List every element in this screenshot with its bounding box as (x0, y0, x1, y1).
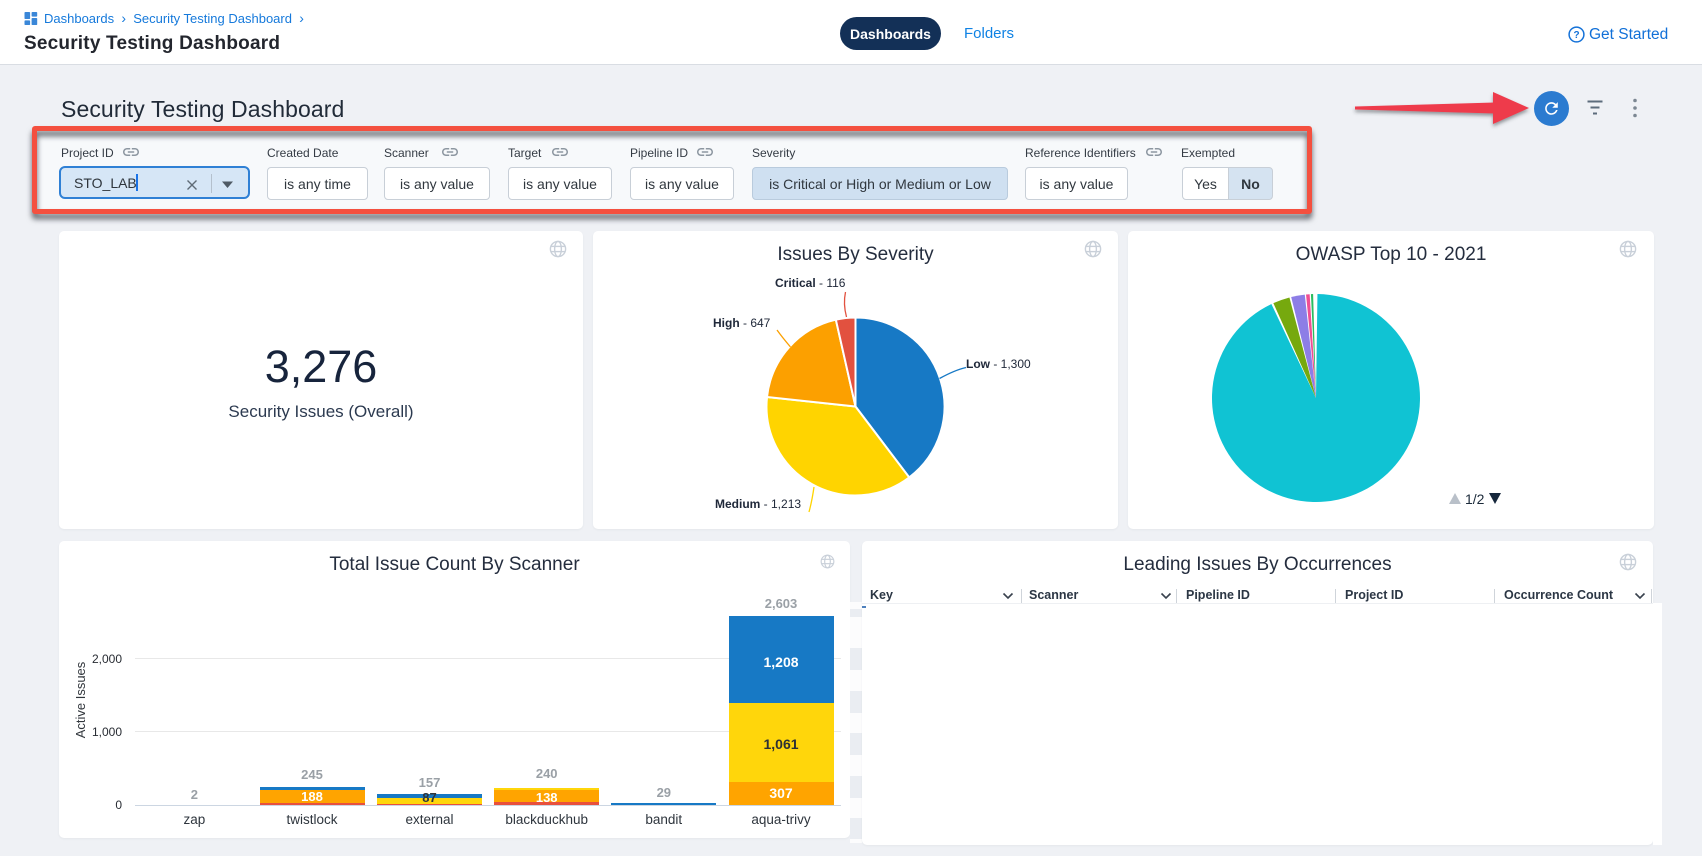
svg-text:?: ? (1573, 30, 1579, 41)
